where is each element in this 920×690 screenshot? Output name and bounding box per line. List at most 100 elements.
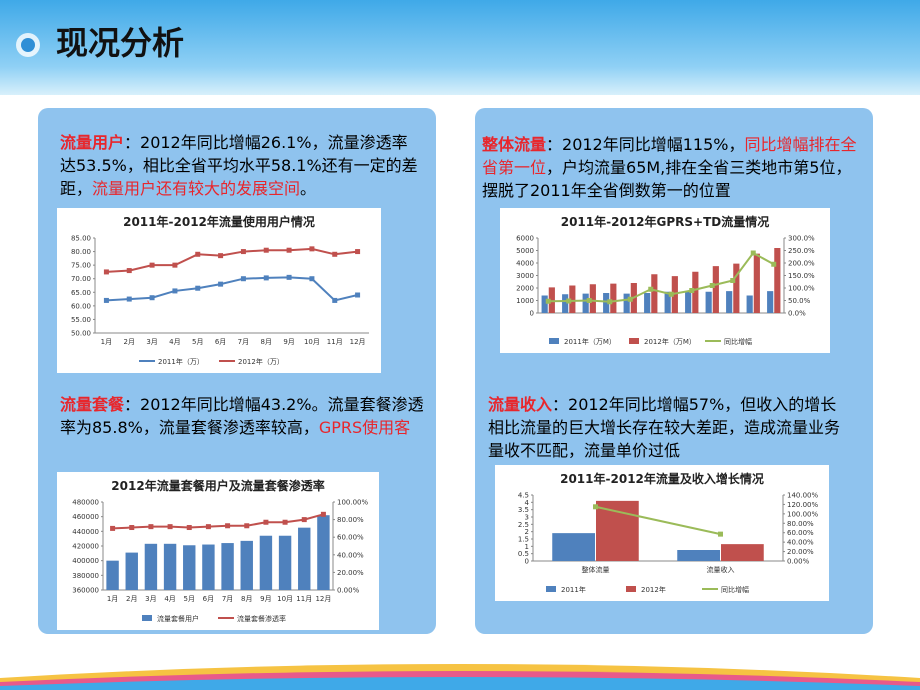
legend-label: 2012年（万） xyxy=(238,357,284,366)
chart: 2011年-2012年GPRS+TD流量情况 0 1000 2000 3000 4000 5… xyxy=(500,208,830,353)
marker xyxy=(148,524,154,530)
bar xyxy=(221,543,234,590)
bar xyxy=(712,266,719,313)
y-tick-label: 4 xyxy=(525,499,530,507)
bar xyxy=(603,293,610,313)
y2-tick-label: 60.00% xyxy=(787,529,814,537)
marker xyxy=(263,275,269,281)
marker xyxy=(167,524,173,530)
y2-tick-label: 40.00% xyxy=(337,551,364,559)
marker xyxy=(750,250,756,256)
text-run: 流量用户 xyxy=(60,133,125,152)
bar xyxy=(721,544,764,561)
bar xyxy=(623,293,630,313)
legend-label: 2012年（万M） xyxy=(644,337,696,346)
text-run: 流量用户还有较大的发展空间 xyxy=(92,179,301,198)
y2-tick-label: 0.00% xyxy=(337,587,360,595)
marker xyxy=(355,292,361,298)
legend-swatch xyxy=(626,586,636,592)
marker xyxy=(332,251,338,257)
y-tick-label: 0.5 xyxy=(518,550,529,558)
marker xyxy=(195,251,201,257)
y-tick-label: 75.00 xyxy=(71,262,91,270)
marker xyxy=(355,249,361,255)
bar xyxy=(774,248,781,313)
bar xyxy=(705,291,712,313)
legend-label: 同比增幅 xyxy=(724,337,752,346)
y-tick-label: 2000 xyxy=(516,285,534,293)
text-run: 整体流量 xyxy=(482,135,547,154)
y2-tick-label: 80.00% xyxy=(337,516,364,524)
x-tick-label: 4月 xyxy=(169,338,180,346)
marker xyxy=(586,298,592,303)
chart-title: 2011年-2012年流量使用用户情况 xyxy=(123,214,315,229)
chart: 2011年-2012年流量及收入增长情况 00.511.522.533.544.5… xyxy=(495,465,829,601)
panel-text: 流量套餐：2012年同比增幅43.2%。流量套餐渗透率为85.8%，流量套餐渗透… xyxy=(60,393,430,469)
text-run: ：2012年同比增幅115%， xyxy=(546,135,745,154)
y-tick-label: 460000 xyxy=(72,513,99,521)
bar xyxy=(278,535,292,590)
bar xyxy=(548,287,555,313)
marker xyxy=(129,525,135,531)
marker xyxy=(240,276,246,282)
chart-title: 2012年流量套餐用户及流量套餐渗透率 xyxy=(111,478,324,493)
x-tick-label: 12月 xyxy=(315,595,331,603)
y2-tick-label: 200.0% xyxy=(788,260,815,268)
bar xyxy=(163,543,177,590)
x-tick-label: 4月 xyxy=(164,595,175,603)
x-tick-label: 6月 xyxy=(215,338,226,346)
y-tick-label: 55.00 xyxy=(71,316,91,324)
x-tick-label: 10月 xyxy=(304,338,320,346)
bar xyxy=(569,285,576,313)
y2-tick-label: 140.00% xyxy=(787,492,818,500)
bar xyxy=(202,544,215,590)
bar xyxy=(596,500,639,561)
line xyxy=(106,247,358,273)
marker xyxy=(607,299,613,305)
slide-title: 现况分析 xyxy=(56,24,185,62)
y-tick-label: 3000 xyxy=(516,272,534,280)
x-tick-label: 12月 xyxy=(350,338,366,346)
line xyxy=(548,251,775,303)
panel-text: 流量用户：2012年同比增幅26.1%，流量渗透率达53.5%，相比全省平均水平… xyxy=(60,131,422,207)
marker xyxy=(593,504,598,510)
x-tick-label: 11月 xyxy=(296,595,312,603)
y-tick-label: 3.5 xyxy=(518,506,529,514)
y-tick-label: 85.00 xyxy=(71,235,91,243)
chart: 2012年流量套餐用户及流量套餐渗透率 360000 380000 400000 420… xyxy=(57,472,379,630)
marker xyxy=(244,523,250,529)
marker xyxy=(126,268,132,274)
x-tick-label: 8月 xyxy=(261,338,272,346)
text-run: GPRS使用客 xyxy=(318,418,411,437)
y-tick-label: 4000 xyxy=(516,260,534,268)
text-run: ：2012年同比增幅57%，但收入的增长相比流量的巨大增长存在较大差距，造成流量… xyxy=(488,395,841,460)
bar xyxy=(317,515,330,590)
y2-tick-label: 150.0% xyxy=(788,272,815,280)
y-tick-label: 50.00 xyxy=(71,330,91,338)
marker xyxy=(689,288,695,293)
x-tick-label: 1月 xyxy=(107,595,118,603)
legend-label: 2011年 xyxy=(561,585,586,594)
text-run: ，户均流量65M,排在全省三类地市第5位，摆脱了2011年全省倒数第一的位置 xyxy=(482,158,852,200)
x-tick-label: 整体流量 xyxy=(582,565,610,574)
y-tick-label: 480000 xyxy=(72,499,99,507)
y-tick-label: 1.5 xyxy=(518,536,529,544)
y-tick-label: 400000 xyxy=(72,557,99,565)
text-run: 同比增幅排在全省第一位 xyxy=(482,135,857,177)
y-tick-label: 6000 xyxy=(516,235,534,243)
bar xyxy=(259,535,273,590)
bar xyxy=(183,545,196,590)
y2-tick-label: 0.00% xyxy=(787,558,810,566)
y2-tick-label: 100.00% xyxy=(337,499,368,507)
legend-label: 流量套餐用户 xyxy=(157,614,199,623)
line xyxy=(112,513,324,530)
y-tick-label: 60.00 xyxy=(71,302,91,310)
y2-tick-label: 20.00% xyxy=(787,548,814,556)
text-run: ：2012年同比增幅43.2%。流量套餐渗透率为85.8%，流量套餐渗透率较高， xyxy=(60,395,424,437)
y-tick-label: 4.5 xyxy=(518,492,529,500)
chart-title: 2011年-2012年流量及收入增长情况 xyxy=(560,471,764,486)
marker xyxy=(149,295,155,301)
y-tick-label: 2.5 xyxy=(518,521,529,529)
marker xyxy=(218,253,224,259)
bar xyxy=(746,295,753,313)
